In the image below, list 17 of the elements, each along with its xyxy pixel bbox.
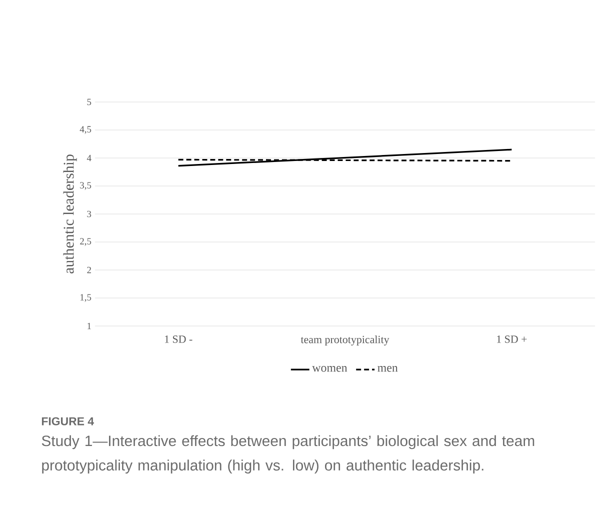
y-axis-title: authentic leadership [63, 154, 77, 274]
x-tick-label: team prototypicality [300, 336, 390, 346]
x-tick-label: 1 SD - [164, 336, 192, 343]
text: Study 1—Interactive effects between participants’ biological sex and team prototypicality manipulation (high vs. low) on authentic leadership. [42, 435, 534, 474]
y-tick-label: 4 [86, 154, 92, 162]
y-tick-label: 3 [87, 210, 92, 218]
y-tick-label: 4,5 [80, 126, 92, 134]
legend-label: women [312, 366, 348, 372]
y-tick-label: 1,5 [80, 294, 92, 302]
x-tick-label: 1 SD + [497, 336, 527, 343]
text: FIGURE 4 [42, 417, 94, 426]
y-tick-label: 3,5 [80, 182, 92, 190]
legend-label: men [378, 366, 398, 372]
y-tick-label: 2 [87, 266, 91, 274]
y-tick-label: 1 [88, 322, 91, 330]
y-tick-label: 2,5 [80, 238, 92, 246]
y-tick-label: 5 [87, 98, 92, 106]
